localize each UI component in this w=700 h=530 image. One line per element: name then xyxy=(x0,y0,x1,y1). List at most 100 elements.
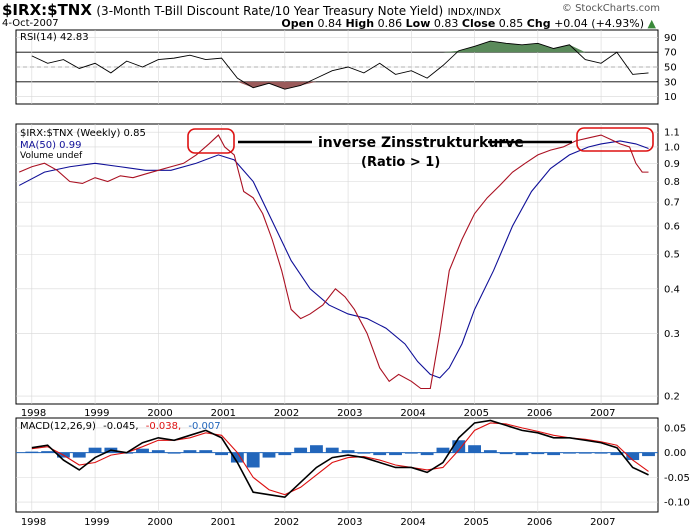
inversion-box-2007 xyxy=(576,127,654,152)
price-tick-label: 1.0 xyxy=(664,142,680,153)
grid xyxy=(16,30,658,512)
macd-hist-bar xyxy=(246,452,260,468)
macd-hist-bar xyxy=(294,447,308,453)
rsi-tick-label: 50 xyxy=(664,63,677,74)
macd-legend-hist: -0.007 xyxy=(188,421,220,432)
price-tick-label: 0.7 xyxy=(664,198,680,209)
macd-hist-bar xyxy=(610,452,624,456)
price-line xyxy=(18,134,649,390)
credit: © StockCharts.com xyxy=(561,3,660,14)
price-tick-label: 0.6 xyxy=(664,222,680,233)
macd-legend-label: MACD(12,26,9) xyxy=(20,421,96,432)
exchange: INDX/INDX xyxy=(447,7,501,18)
macd-tick-label: -0.10 xyxy=(664,498,690,509)
price-tick-label: 0.8 xyxy=(664,177,680,188)
close-label: Close xyxy=(461,17,496,30)
change-arrow-icon: ▲ xyxy=(647,17,656,30)
rsi-oversold-fill xyxy=(31,81,649,90)
price-tick-label: 0.4 xyxy=(664,284,680,295)
macd-hist-bar xyxy=(278,452,292,456)
macd-hist-bar xyxy=(515,452,529,456)
macd-x-tick-label: 2000 xyxy=(147,517,172,528)
price-tick-label: 0.5 xyxy=(664,250,680,261)
macd-hist-bar xyxy=(325,447,339,453)
price-x-tick-label: 2005 xyxy=(464,408,489,419)
macd-hist-bar xyxy=(72,452,86,458)
rsi-overbought-fill xyxy=(31,41,649,53)
annotation-line2: (Ratio > 1) xyxy=(361,155,440,170)
macd-hist-bar xyxy=(626,452,640,461)
price-x-tick-label: 2006 xyxy=(527,408,552,419)
macd-x-tick-label: 2001 xyxy=(211,517,236,528)
price-x-tick-label: 2002 xyxy=(274,408,299,419)
close-value: 0.85 xyxy=(498,17,524,30)
macd-legend: MACD(12,26,9) -0.045, -0.038, -0.007 xyxy=(20,421,221,432)
macd-x-tick-label: 2005 xyxy=(464,517,489,528)
price-x-tick-label: 1998 xyxy=(21,408,46,419)
macd-hist-bar xyxy=(199,450,213,453)
rsi-line xyxy=(31,40,649,90)
price-x-tick-label: 2007 xyxy=(590,408,615,419)
chg-value: +0.04 (+4.93%) xyxy=(554,17,645,30)
rsi-tick-label: 10 xyxy=(664,92,677,103)
price-x-tick-label: 1999 xyxy=(84,408,109,419)
chart-date: 4-Oct-2007 xyxy=(2,18,59,29)
ma-line xyxy=(18,140,649,379)
macd-x-tick-label: 2004 xyxy=(400,517,425,528)
annotation-line1: inverse Zinsstrukturkurve xyxy=(318,135,524,151)
rsi-legend: RSI(14) 42.83 xyxy=(20,32,89,43)
macd-hist-bar xyxy=(310,445,323,453)
macd-tick-label: 0.00 xyxy=(664,448,686,459)
quote-line: Open 0.84 High 0.86 Low 0.83 Close 0.85 … xyxy=(281,17,656,30)
price-legend: $IRX:$TNX (Weekly) 0.85 xyxy=(20,128,146,139)
macd-hist-bar xyxy=(436,447,450,453)
macd-x-tick-label: 2007 xyxy=(590,517,615,528)
macd-hist-bar xyxy=(88,447,102,453)
macd-hist-bar xyxy=(420,452,434,456)
macd-x-tick-label: 1999 xyxy=(84,517,109,528)
macd-hist-bar xyxy=(468,445,481,453)
open-label: Open xyxy=(281,17,314,30)
macd-hist-bar xyxy=(642,452,655,457)
macd-hist-bar xyxy=(531,452,545,455)
symbol-description: (3-Month T-Bill Discount Rate/10 Year Tr… xyxy=(96,4,444,18)
macd-hist-bar xyxy=(389,452,402,456)
macd-hist-bar xyxy=(262,452,276,458)
open-value: 0.84 xyxy=(317,17,342,30)
macd-hist-bar xyxy=(373,452,387,456)
macd-hist-bar xyxy=(483,450,497,453)
low-label: Low xyxy=(405,17,431,30)
macd-legend-signal: -0.038, xyxy=(146,421,181,432)
macd-hist-bar xyxy=(151,450,165,453)
price-tick-label: 0.3 xyxy=(664,329,680,340)
ma-legend: MA(50) 0.99 xyxy=(20,140,81,151)
price-panel xyxy=(15,123,659,405)
price-tick-label: 0.2 xyxy=(664,392,680,403)
rsi-tick-label: 70 xyxy=(664,48,677,59)
macd-tick-label: 0.05 xyxy=(664,423,686,434)
rsi-tick-label: 90 xyxy=(664,33,677,44)
macd-x-tick-label: 2006 xyxy=(527,517,552,528)
macd-hist-bar xyxy=(41,451,55,453)
price-tick-label: 1.1 xyxy=(664,128,680,139)
macd-series xyxy=(16,419,658,499)
high-value: 0.86 xyxy=(377,17,403,30)
price-x-tick-label: 2000 xyxy=(147,408,172,419)
price-series xyxy=(18,134,649,390)
macd-panel xyxy=(15,417,659,513)
macd-hist-bar xyxy=(136,448,149,453)
macd-line xyxy=(31,419,649,499)
macd-tick-label: -0.05 xyxy=(664,473,690,484)
price-x-tick-label: 2001 xyxy=(211,408,236,419)
price-x-tick-label: 2004 xyxy=(400,408,425,419)
macd-x-tick-label: 2002 xyxy=(274,517,299,528)
price-tick-label: 0.9 xyxy=(664,159,680,170)
price-x-tick-label: 2003 xyxy=(337,408,362,419)
axis-ticks: 90 70 50 30 10 1.1 1.0 0.9 0.8 0.7 0.6 0.5 0.4 0.3 0.2… xyxy=(21,33,690,528)
chart-title: $IRX:$TNX (3-Month T-Bill Discount Rate/… xyxy=(2,1,501,19)
macd-signal-line xyxy=(31,422,649,496)
rsi-series xyxy=(31,40,649,90)
macd-hist-bar xyxy=(183,450,197,453)
macd-legend-macd: -0.045, xyxy=(103,421,138,432)
macd-hist-bar xyxy=(230,452,244,463)
